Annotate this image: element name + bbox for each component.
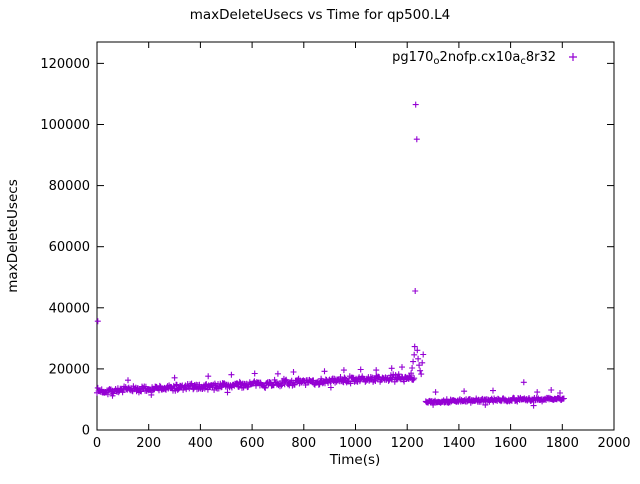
- y-tick-label: 100000: [40, 118, 90, 133]
- x-tick-label: 200: [136, 436, 161, 451]
- y-tick-label: 20000: [49, 362, 90, 377]
- y-axis-label: maxDeleteUsecs: [5, 179, 21, 292]
- x-tick-label: 0: [93, 436, 101, 451]
- scatter-series: [94, 101, 567, 409]
- y-tick-label: 40000: [49, 301, 90, 316]
- x-tick-label: 400: [188, 436, 213, 451]
- x-tick-label: 1200: [391, 436, 424, 451]
- x-tick-label: 1000: [339, 436, 372, 451]
- axes: 0 200 400 600 800 1000 1200 1400 1600 1800 2000020…: [40, 41, 631, 451]
- legend-marker-icon: [569, 53, 577, 61]
- legend-label: pg170o2nofp.cx10ac8r32: [392, 50, 556, 67]
- data-points: [94, 101, 567, 409]
- x-tick-label: 800: [291, 436, 316, 451]
- x-tick-label: 2000: [597, 436, 630, 451]
- y-tick-label: 80000: [49, 179, 90, 194]
- legend: pg170o2nofp.cx10ac8r32: [392, 50, 577, 67]
- x-tick-label: 1600: [494, 436, 527, 451]
- x-tick-label: 1800: [546, 436, 579, 451]
- x-axis-label: Time(s): [329, 452, 381, 468]
- y-tick-label: 0: [82, 424, 90, 439]
- y-tick-label: 60000: [49, 240, 90, 255]
- x-tick-label: 1400: [442, 436, 475, 451]
- x-tick-label: 600: [240, 436, 265, 451]
- y-tick-label: 120000: [40, 57, 90, 72]
- chart-title: maxDeleteUsecs vs Time for qp500.L4: [190, 7, 451, 23]
